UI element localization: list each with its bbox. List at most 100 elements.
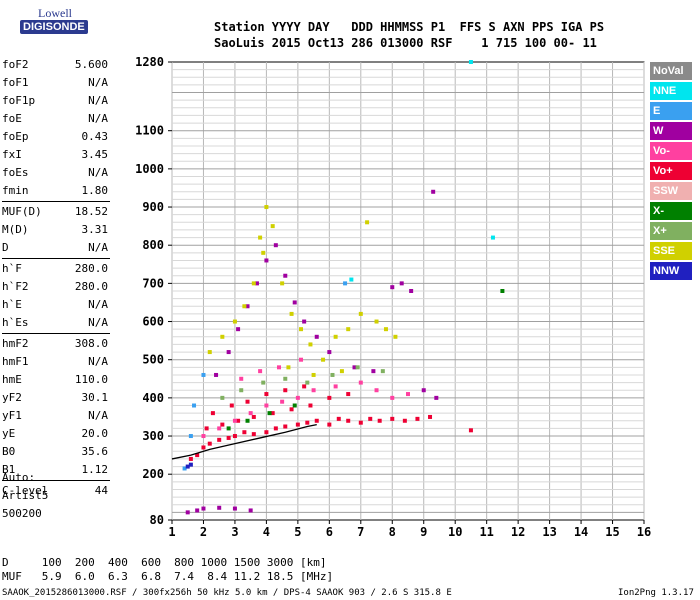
param-value: 3.31 bbox=[81, 223, 109, 236]
param-row: foF2 5.600 bbox=[2, 56, 110, 74]
param-value: 18.52 bbox=[74, 205, 108, 218]
data-point-vo- bbox=[245, 399, 250, 404]
param-row: fmin 1.80 bbox=[2, 182, 110, 200]
x-tick-label: 10 bbox=[448, 525, 462, 539]
data-point-w bbox=[248, 508, 253, 513]
param-row: D N/A bbox=[2, 239, 110, 257]
legend-item-ssw: SSW bbox=[650, 182, 692, 200]
data-point-vo- bbox=[302, 384, 307, 389]
data-point-vo- bbox=[336, 416, 341, 421]
legend-item-x-: X+ bbox=[650, 222, 692, 240]
param-value: 35.6 bbox=[81, 445, 109, 458]
y-tick-label: 800 bbox=[142, 238, 164, 252]
data-point-vo- bbox=[468, 428, 473, 433]
data-point-x- bbox=[261, 380, 266, 385]
param-row: yE 20.0 bbox=[2, 425, 110, 443]
trace-line bbox=[171, 423, 317, 460]
param-value: 5.600 bbox=[74, 58, 108, 71]
data-point-vo- bbox=[236, 418, 241, 423]
data-point-vo- bbox=[264, 430, 269, 435]
data-point-w bbox=[201, 506, 206, 511]
data-point-x- bbox=[292, 403, 297, 408]
data-point-w bbox=[226, 350, 231, 355]
data-point-vo- bbox=[251, 432, 256, 437]
param-row: yF2 30.1 bbox=[2, 389, 110, 407]
legend-item-nnw: NNW bbox=[650, 262, 692, 280]
logo-name: DIGISONDE bbox=[20, 20, 88, 34]
data-point-w bbox=[434, 395, 439, 400]
param-value: 308.0 bbox=[74, 337, 108, 350]
param-label: B0 bbox=[2, 445, 16, 458]
data-point-w bbox=[195, 508, 200, 513]
param-label: hmE bbox=[2, 373, 22, 386]
data-point-w bbox=[390, 285, 395, 290]
footer-file-info: SAAOK_2015286013000.RSF / 300fx256h 50 k… bbox=[2, 588, 452, 598]
data-point-w bbox=[264, 258, 269, 263]
param-value: N/A bbox=[88, 241, 108, 254]
data-point-x- bbox=[245, 418, 250, 423]
legend-item-vo-: Vo+ bbox=[650, 162, 692, 180]
y-tick-label: 200 bbox=[142, 467, 164, 481]
data-point-e bbox=[343, 281, 348, 286]
data-point-sse bbox=[393, 334, 398, 339]
data-point-w bbox=[283, 273, 288, 278]
data-point-vo- bbox=[299, 357, 304, 362]
param-value: N/A bbox=[88, 355, 108, 368]
param-label: h`E bbox=[2, 298, 22, 311]
data-point-vo- bbox=[390, 395, 395, 400]
x-tick-label: 16 bbox=[637, 525, 651, 539]
data-point-vo- bbox=[232, 434, 237, 439]
data-point-vo- bbox=[270, 411, 275, 416]
data-point-nne bbox=[490, 235, 495, 240]
data-point-e bbox=[182, 466, 187, 471]
data-point-vo- bbox=[415, 416, 420, 421]
data-point-sse bbox=[270, 224, 275, 229]
data-point-sse bbox=[261, 250, 266, 255]
data-point-vo- bbox=[283, 388, 288, 393]
data-point-sse bbox=[242, 304, 247, 309]
param-value: 1.80 bbox=[81, 184, 109, 197]
data-point-e bbox=[188, 434, 193, 439]
data-point-vo- bbox=[273, 426, 278, 431]
param-row: B1 1.12 bbox=[2, 461, 110, 479]
data-point-vo- bbox=[258, 369, 263, 374]
data-point-x- bbox=[220, 395, 225, 400]
data-point-w bbox=[327, 350, 332, 355]
param-row: hmF2 308.0 bbox=[2, 335, 110, 353]
header-line-2: SaoLuis 2015 Oct13 286 013000 RSF 1 715 … bbox=[214, 36, 597, 50]
data-point-w bbox=[409, 289, 414, 293]
param-row: M(D) 3.31 bbox=[2, 221, 110, 239]
param-row: h`F 280.0 bbox=[2, 260, 110, 278]
data-point-sse bbox=[374, 319, 379, 324]
param-value: 3.45 bbox=[81, 148, 109, 161]
data-point-nnw bbox=[188, 462, 193, 467]
data-point-nne bbox=[349, 277, 354, 282]
data-point-sse bbox=[339, 369, 344, 374]
data-point-sse bbox=[280, 281, 285, 286]
data-point-w bbox=[371, 369, 376, 374]
x-tick-label: 1 bbox=[168, 525, 175, 539]
data-point-vo- bbox=[195, 453, 200, 458]
data-point-vo- bbox=[327, 422, 332, 427]
param-value: 44 bbox=[94, 484, 108, 497]
data-point-vo- bbox=[358, 380, 363, 385]
data-point-vo- bbox=[374, 388, 379, 393]
x-tick-label: 6 bbox=[326, 525, 333, 539]
parameter-panel: foF2 5.600 foF1 N/A foF1p N/A foE N/A foEp 0.43 fx… bbox=[2, 56, 110, 500]
data-point-w bbox=[254, 281, 259, 286]
x-tick-label: 2 bbox=[200, 525, 207, 539]
footer-version: Ion2Png 1.3.17 bbox=[618, 588, 694, 598]
data-point-w bbox=[292, 300, 297, 305]
param-label: fmin bbox=[2, 184, 29, 197]
y-tick-label: 400 bbox=[142, 391, 164, 405]
data-point-vo- bbox=[346, 418, 351, 423]
data-point-vo- bbox=[188, 456, 193, 461]
data-point-sse bbox=[251, 281, 256, 286]
data-point-x- bbox=[500, 289, 505, 293]
param-value: 20.0 bbox=[81, 427, 109, 440]
data-point-w bbox=[399, 281, 404, 286]
data-point-e bbox=[192, 403, 197, 408]
data-point-x- bbox=[239, 388, 244, 393]
param-divider bbox=[2, 480, 110, 481]
y-tick-label: 80 bbox=[150, 513, 164, 527]
